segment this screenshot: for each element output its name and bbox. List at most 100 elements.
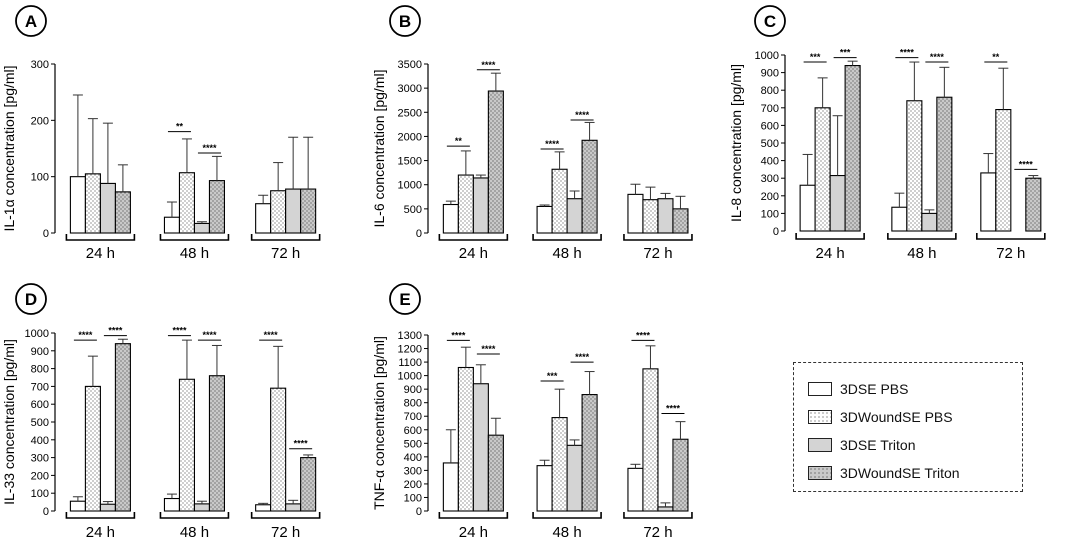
legend-item: 3DWoundSE Triton: [808, 461, 1022, 485]
y-tick-label: 1200: [398, 344, 422, 356]
y-tick-label: 1000: [25, 328, 49, 340]
significance-label: ****: [575, 110, 590, 120]
group-bracket: [159, 234, 230, 241]
panel-badge-circle: [15, 5, 47, 37]
bar: [270, 190, 287, 234]
y-tick-label: 300: [761, 173, 779, 185]
significance-label: ***: [810, 52, 821, 62]
significance-label: ****: [108, 326, 123, 336]
bar: [814, 107, 831, 232]
group-bracket: [438, 512, 509, 519]
y-tick-label: 3500: [398, 59, 422, 71]
bar: [163, 497, 180, 512]
panel-badge-label: C: [764, 12, 776, 31]
y-tick-label: 700: [404, 411, 422, 423]
y-tick-label: 100: [31, 172, 49, 184]
panel-badge-label: E: [399, 290, 410, 309]
y-tick-label: 200: [404, 479, 422, 491]
group-bracket: [250, 234, 321, 241]
group-bracket: [623, 512, 693, 519]
significance-label: ****: [1019, 159, 1034, 169]
bar: [642, 199, 659, 234]
bar: [891, 206, 908, 232]
panel-badge-circle: [754, 5, 786, 37]
y-tick-label: 400: [761, 156, 779, 168]
legend-swatch-3dwoundse-pbs: [808, 410, 832, 424]
y-tick-label: 400: [404, 452, 422, 464]
x-category-label: 48 h: [180, 524, 209, 541]
significance-label: ****: [575, 352, 590, 362]
y-tick-label: 900: [31, 346, 49, 358]
x-category-label: 24 h: [86, 245, 115, 262]
bar: [84, 173, 101, 234]
panel-badge-label: D: [25, 290, 37, 309]
bar: [300, 457, 317, 512]
bar: [566, 198, 583, 234]
bar: [285, 503, 302, 512]
x-category-label: 72 h: [271, 245, 300, 262]
group-bracket: [438, 234, 509, 241]
significance-label: ****: [481, 60, 496, 70]
y-tick-label: 0: [43, 228, 49, 240]
bar: [178, 172, 195, 234]
y-tick-label: 100: [404, 492, 422, 504]
y-tick-label: 200: [31, 470, 49, 482]
y-tick-label: 500: [404, 438, 422, 450]
bar: [551, 417, 568, 512]
x-category-label: 72 h: [643, 245, 672, 262]
significance-label: ****: [294, 439, 309, 449]
bar: [69, 176, 86, 234]
significance-label: ****: [202, 330, 217, 340]
y-tick-label: 600: [31, 399, 49, 411]
group-bracket: [250, 512, 321, 519]
significance-label: **: [455, 136, 463, 146]
y-tick-label: 1100: [398, 357, 422, 369]
bar: [844, 65, 861, 232]
y-tick-label: 600: [404, 425, 422, 437]
x-category-label: 48 h: [180, 245, 209, 262]
legend-item: 3DSE PBS: [808, 377, 1022, 401]
x-category-label: 72 h: [643, 524, 672, 541]
bar: [829, 175, 846, 232]
significance-label: ****: [481, 344, 496, 354]
bar: [672, 208, 689, 234]
legend-item: 3DWoundSE PBS: [808, 405, 1022, 429]
x-category-label: 72 h: [271, 524, 300, 541]
y-tick-label: 0: [416, 506, 422, 518]
significance-label: ***: [547, 371, 558, 381]
y-tick-label: 500: [404, 204, 422, 216]
bar: [442, 462, 459, 512]
y-axis-label: IL-8 concentration [pg/ml]: [728, 64, 744, 222]
y-tick-label: 800: [761, 85, 779, 97]
bar: [193, 222, 210, 234]
x-category-label: 24 h: [816, 245, 845, 262]
y-tick-label: 500: [31, 417, 49, 429]
legend-item: 3DSE Triton: [808, 433, 1022, 457]
significance-label: ****: [545, 139, 560, 149]
significance-label: ****: [172, 326, 187, 336]
bar: [672, 438, 689, 512]
panel-badge-label: A: [25, 12, 37, 31]
significance-label: **: [176, 122, 184, 132]
significance-label: ****: [666, 404, 681, 414]
bar: [208, 375, 225, 512]
bar: [457, 174, 474, 234]
bar: [114, 343, 131, 512]
bar: [285, 188, 302, 234]
panel-badge-label: B: [399, 12, 411, 31]
bar: [642, 368, 659, 512]
y-tick-label: 400: [31, 435, 49, 447]
y-tick-label: 100: [31, 488, 49, 500]
group-bracket: [65, 234, 136, 241]
bar: [300, 188, 317, 234]
y-tick-label: 1000: [755, 50, 779, 62]
bar: [163, 216, 180, 234]
bar: [472, 177, 489, 234]
y-axis-label: IL-6 concentration [pg/ml]: [371, 70, 387, 228]
legend-label: 3DWoundSE PBS: [840, 409, 953, 425]
bar: [69, 500, 86, 512]
significance-label: ****: [900, 48, 915, 58]
bar: [99, 182, 116, 234]
bar: [627, 467, 644, 512]
